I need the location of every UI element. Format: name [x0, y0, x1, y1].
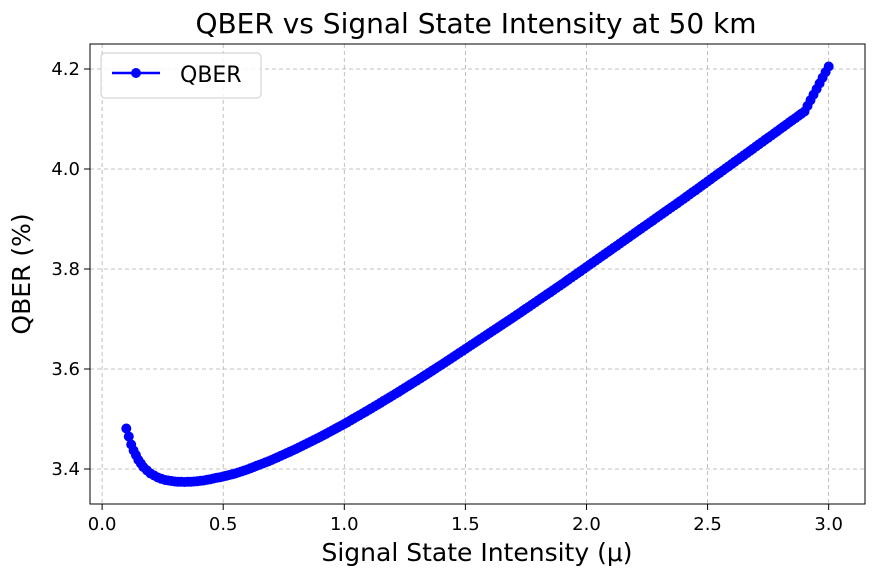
- x-tick-label: 0.0: [88, 514, 117, 535]
- grid: [90, 44, 865, 504]
- x-axis-ticks: 0.0 0.5 1.0 1.5 2.0 2.5 3.0: [88, 504, 843, 535]
- x-tick-label: 2.0: [572, 514, 601, 535]
- data-point: [121, 423, 132, 434]
- x-tick-label: 1.5: [451, 514, 480, 535]
- x-axis-title: Signal State Intensity (μ): [321, 538, 632, 567]
- legend-label-qber: QBER: [180, 63, 242, 88]
- y-tick-label: 3.8: [51, 259, 80, 280]
- y-tick-label: 3.4: [51, 459, 80, 480]
- chart-title: QBER vs Signal State Intensity at 50 km: [195, 7, 756, 40]
- legend: QBER: [100, 52, 262, 99]
- data-point: [123, 431, 134, 442]
- legend-marker: [131, 68, 141, 78]
- x-tick-label: 0.5: [209, 514, 238, 535]
- y-tick-label: 3.6: [51, 359, 80, 380]
- series-line: [125, 65, 830, 484]
- y-axis-title: QBER (%): [7, 213, 36, 334]
- x-tick-label: 3.0: [814, 514, 843, 535]
- plot-frame: [89, 43, 866, 505]
- y-axis-ticks: 3.4 3.6 3.8 4.0 4.2: [51, 59, 90, 480]
- x-tick-label: 2.5: [693, 514, 722, 535]
- y-tick-label: 4.0: [51, 159, 80, 180]
- data-point: [823, 61, 834, 72]
- y-tick-label: 4.2: [51, 59, 80, 80]
- legend-box: [100, 52, 262, 99]
- series-qber: [121, 61, 834, 487]
- x-tick-label: 1.0: [330, 514, 359, 535]
